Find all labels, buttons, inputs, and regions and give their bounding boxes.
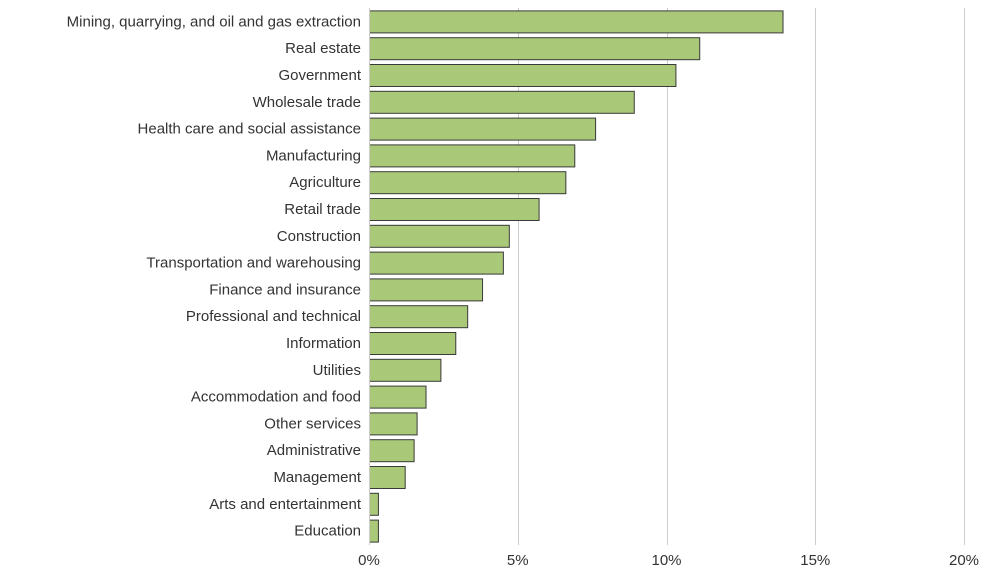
category-label: Accommodation and food bbox=[191, 389, 361, 406]
category-label: Health care and social assistance bbox=[138, 121, 361, 138]
bar bbox=[369, 519, 379, 543]
category-label: Government bbox=[278, 67, 361, 84]
category-label: Finance and insurance bbox=[209, 281, 361, 298]
bar bbox=[369, 358, 442, 382]
category-label: Other services bbox=[264, 415, 361, 432]
x-tick-label: 0% bbox=[358, 552, 380, 569]
category-label: Education bbox=[294, 523, 361, 540]
category-label: Arts and entertainment bbox=[209, 496, 362, 513]
x-tick-label: 20% bbox=[949, 552, 979, 569]
category-label: Administrative bbox=[267, 442, 361, 459]
bar bbox=[369, 412, 418, 436]
bar bbox=[369, 492, 379, 516]
category-label: Mining, quarrying, and oil and gas extra… bbox=[67, 13, 361, 30]
bar bbox=[369, 117, 597, 141]
x-tick-label: 10% bbox=[651, 552, 681, 569]
category-label: Utilities bbox=[313, 362, 361, 379]
bar bbox=[369, 144, 576, 168]
bar bbox=[369, 90, 635, 114]
x-tick-label: 15% bbox=[800, 552, 830, 569]
category-label: Agriculture bbox=[289, 174, 361, 191]
bar bbox=[369, 385, 427, 409]
category-label: Management bbox=[273, 469, 361, 486]
bar bbox=[369, 37, 701, 61]
category-label: Retail trade bbox=[284, 201, 361, 218]
category-label: Real estate bbox=[285, 40, 361, 57]
category-label: Manufacturing bbox=[266, 147, 361, 164]
bar bbox=[369, 251, 504, 275]
bar bbox=[369, 278, 484, 302]
bar bbox=[369, 439, 415, 463]
bar bbox=[369, 466, 406, 489]
bar bbox=[369, 305, 469, 329]
category-label: Information bbox=[286, 335, 361, 352]
category-label: Wholesale trade bbox=[253, 94, 361, 111]
category-label: Professional and technical bbox=[186, 308, 361, 325]
bar bbox=[369, 332, 457, 355]
bar bbox=[369, 198, 540, 221]
bar bbox=[369, 64, 677, 87]
bar bbox=[369, 224, 510, 248]
bar bbox=[369, 171, 567, 195]
category-label: Transportation and warehousing bbox=[146, 255, 361, 272]
bar bbox=[369, 10, 784, 34]
category-label: Construction bbox=[277, 228, 361, 245]
x-tick-label: 5% bbox=[507, 552, 529, 569]
